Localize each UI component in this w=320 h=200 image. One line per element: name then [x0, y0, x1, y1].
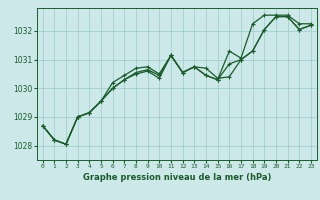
- X-axis label: Graphe pression niveau de la mer (hPa): Graphe pression niveau de la mer (hPa): [83, 173, 271, 182]
